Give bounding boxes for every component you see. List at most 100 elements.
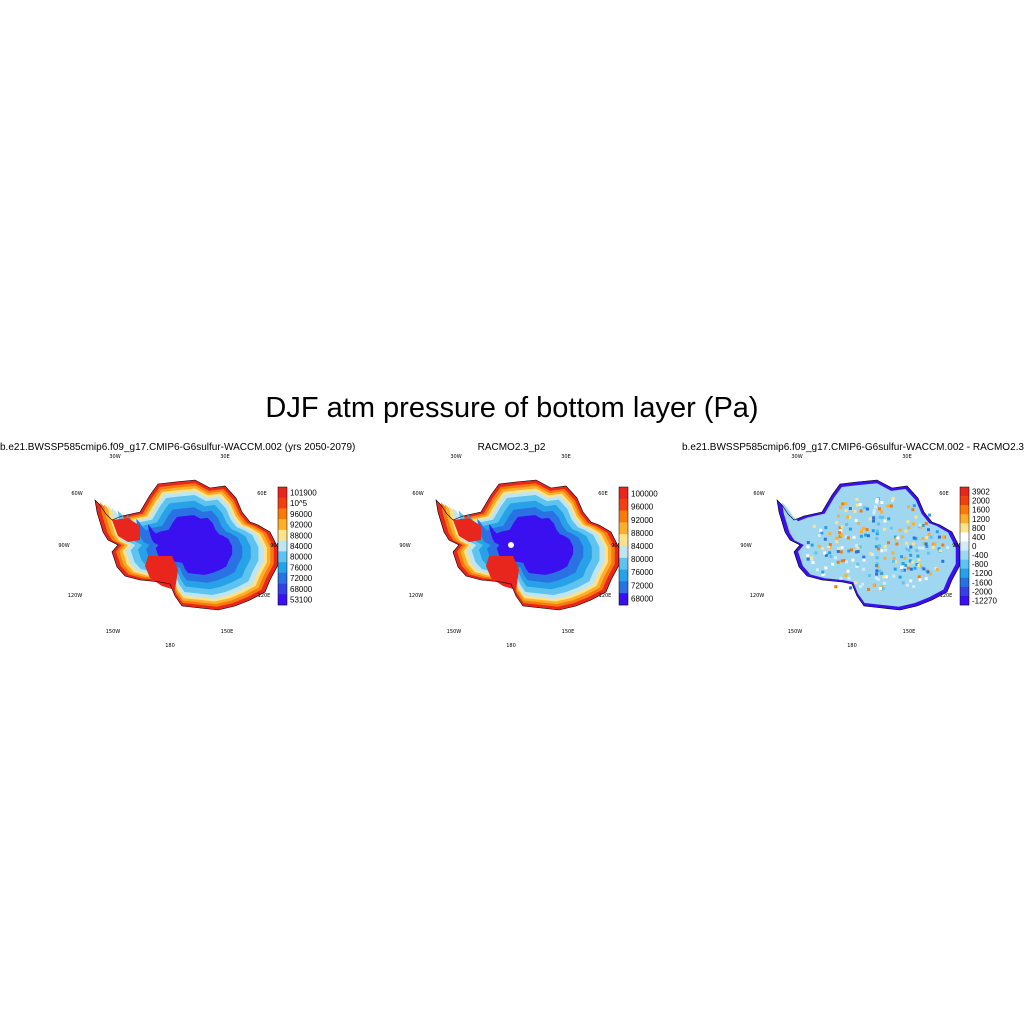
- difference-cell: [895, 542, 899, 546]
- longitude-label: 90E: [270, 543, 280, 549]
- difference-cell: [844, 509, 848, 513]
- difference-cell: [929, 572, 933, 576]
- longitude-label: 90E: [611, 543, 621, 549]
- difference-cell: [909, 567, 913, 571]
- colorbar-swatch: [619, 557, 628, 570]
- colorbar-swatch: [278, 487, 287, 499]
- colorbar-label: 84000: [631, 542, 654, 551]
- difference-cell: [900, 535, 904, 539]
- difference-cell: [883, 556, 887, 560]
- difference-cell: [839, 506, 843, 509]
- difference-cell: [820, 531, 824, 535]
- colorbar-label: 68000: [290, 585, 313, 594]
- difference-cell: [865, 528, 869, 532]
- difference-cell: [909, 545, 913, 549]
- difference-cell: [855, 497, 859, 501]
- difference-cell: [875, 556, 879, 560]
- difference-cell: [875, 499, 879, 503]
- difference-cell: [937, 535, 941, 539]
- difference-cell: [824, 553, 828, 557]
- map-svg: 30W 30E 60W 60E 90W 90E 120W 120E 150W 150E 180 390…: [740, 454, 997, 649]
- difference-cell: [846, 515, 850, 519]
- difference-cell: [921, 536, 925, 540]
- difference-cell: [874, 505, 878, 509]
- colorbar-label: 10^5: [290, 499, 308, 508]
- longitude-label: 90W: [58, 543, 69, 549]
- ice-shelf-ronne: [112, 518, 140, 542]
- colorbar-label: -1200: [972, 569, 993, 578]
- colorbar-label: 72000: [290, 574, 313, 583]
- longitude-label: 90W: [399, 543, 410, 549]
- difference-cell: [875, 529, 879, 533]
- difference-cell: [946, 546, 950, 550]
- difference-cell: [868, 574, 871, 577]
- difference-cell: [887, 541, 890, 545]
- colorbar-swatch: [960, 514, 969, 524]
- colorbar-label: -800: [972, 560, 989, 569]
- difference-cell: [904, 529, 908, 533]
- longitude-label: 60W: [71, 491, 82, 497]
- difference-cell: [883, 519, 887, 523]
- colorbar-label: 84000: [290, 542, 313, 551]
- difference-cell: [819, 528, 823, 532]
- difference-cell: [824, 566, 828, 570]
- difference-cell: [883, 527, 887, 531]
- longitude-label: 60W: [753, 491, 764, 497]
- difference-cell: [861, 582, 864, 586]
- colorbar-label: 80000: [290, 553, 313, 562]
- map-field: [436, 480, 619, 610]
- longitude-label: 120E: [258, 593, 271, 599]
- difference-cell: [920, 566, 924, 570]
- colorbar-label: 76000: [631, 568, 654, 577]
- difference-cell: [875, 562, 879, 566]
- difference-cell: [881, 587, 885, 591]
- difference-cell: [872, 519, 875, 523]
- difference-cell: [854, 544, 858, 548]
- difference-cell: [891, 551, 895, 555]
- difference-cell: [915, 549, 919, 553]
- difference-cell: [862, 558, 866, 562]
- difference-cell: [856, 546, 860, 550]
- difference-cell: [839, 550, 843, 554]
- difference-cell: [842, 559, 846, 562]
- colorbar-label: 1600: [972, 506, 990, 515]
- map-field: [777, 480, 960, 610]
- difference-cell: [871, 529, 875, 533]
- difference-cell: [866, 534, 870, 538]
- difference-cell: [938, 549, 942, 553]
- difference-cell: [927, 532, 931, 536]
- difference-cell: [827, 545, 831, 549]
- difference-cell: [847, 549, 851, 553]
- difference-cell: [907, 566, 910, 570]
- longitude-label: 90E: [952, 543, 962, 549]
- difference-cell: [919, 525, 923, 529]
- difference-cell: [914, 515, 918, 519]
- colorbar-label: 88000: [290, 531, 313, 540]
- difference-cell: [915, 563, 919, 566]
- ice-shelf-ross: [145, 556, 178, 590]
- difference-cell: [905, 547, 909, 551]
- difference-cell: [810, 556, 814, 560]
- difference-cell: [848, 527, 852, 531]
- difference-cell: [882, 581, 886, 585]
- colorbar-swatch: [960, 532, 969, 542]
- difference-cell: [815, 568, 819, 572]
- difference-cell: [896, 536, 900, 540]
- difference-cell: [881, 515, 885, 519]
- difference-cell: [901, 562, 905, 565]
- colorbar-label: 100000: [631, 490, 658, 499]
- difference-cell: [852, 535, 856, 539]
- difference-cell: [851, 558, 855, 562]
- longitude-label: 30W: [791, 454, 802, 460]
- difference-cell: [880, 510, 884, 514]
- colorbar-label: 800: [972, 524, 986, 533]
- colorbar-frame: [959, 486, 970, 606]
- difference-cell: [877, 547, 880, 551]
- difference-cell: [916, 554, 920, 558]
- difference-cell: [880, 549, 884, 553]
- longitude-label: 150W: [447, 629, 462, 635]
- longitude-label: 150W: [106, 629, 121, 635]
- colorbar-swatch: [619, 546, 628, 559]
- colorbar-swatch: [960, 568, 969, 579]
- colorbar-swatch: [278, 562, 287, 574]
